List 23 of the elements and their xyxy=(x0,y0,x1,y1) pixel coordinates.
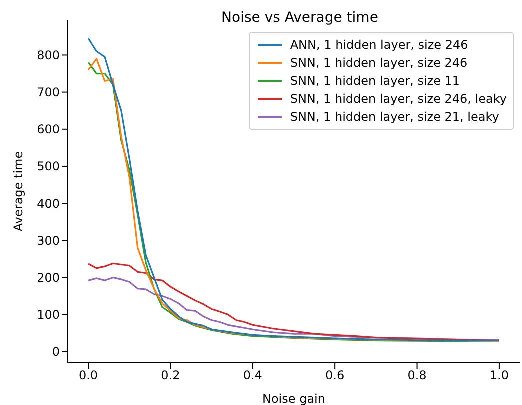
y-tick-label: 300 xyxy=(37,234,60,248)
y-tick-label: 600 xyxy=(37,122,60,137)
x-tick-label: 0.2 xyxy=(161,368,180,383)
legend-label: SNN, 1 hidden layer, size 246, leaky xyxy=(290,91,507,108)
x-tick-label: 0.8 xyxy=(408,368,427,383)
y-tick-label: 500 xyxy=(37,160,60,174)
legend-label: SNN, 1 hidden layer, size 11 xyxy=(290,73,460,90)
y-tick-label: 800 xyxy=(37,48,60,62)
legend-label: SNN, 1 hidden layer, size 21, leaky xyxy=(290,109,500,126)
legend-label: ANN, 1 hidden layer, size 246 xyxy=(290,37,468,54)
y-axis-title: Average time xyxy=(11,151,26,232)
x-tick-label: 0.4 xyxy=(243,368,262,383)
x-tick-label: 0.6 xyxy=(326,368,345,383)
y-tick-label: 0 xyxy=(52,345,60,360)
y-tick-label: 700 xyxy=(37,86,60,100)
line-series xyxy=(88,276,500,341)
y-tick-label: 200 xyxy=(37,270,60,285)
x-tick-label: 1.0 xyxy=(490,368,509,383)
x-tick-label: 0.0 xyxy=(79,368,98,383)
chart-title: Noise vs Average time xyxy=(220,10,380,26)
y-tick-label: 400 xyxy=(37,196,60,211)
y-tick-label: 100 xyxy=(37,308,60,322)
legend-label: SNN, 1 hidden layer, size 246 xyxy=(290,55,468,72)
